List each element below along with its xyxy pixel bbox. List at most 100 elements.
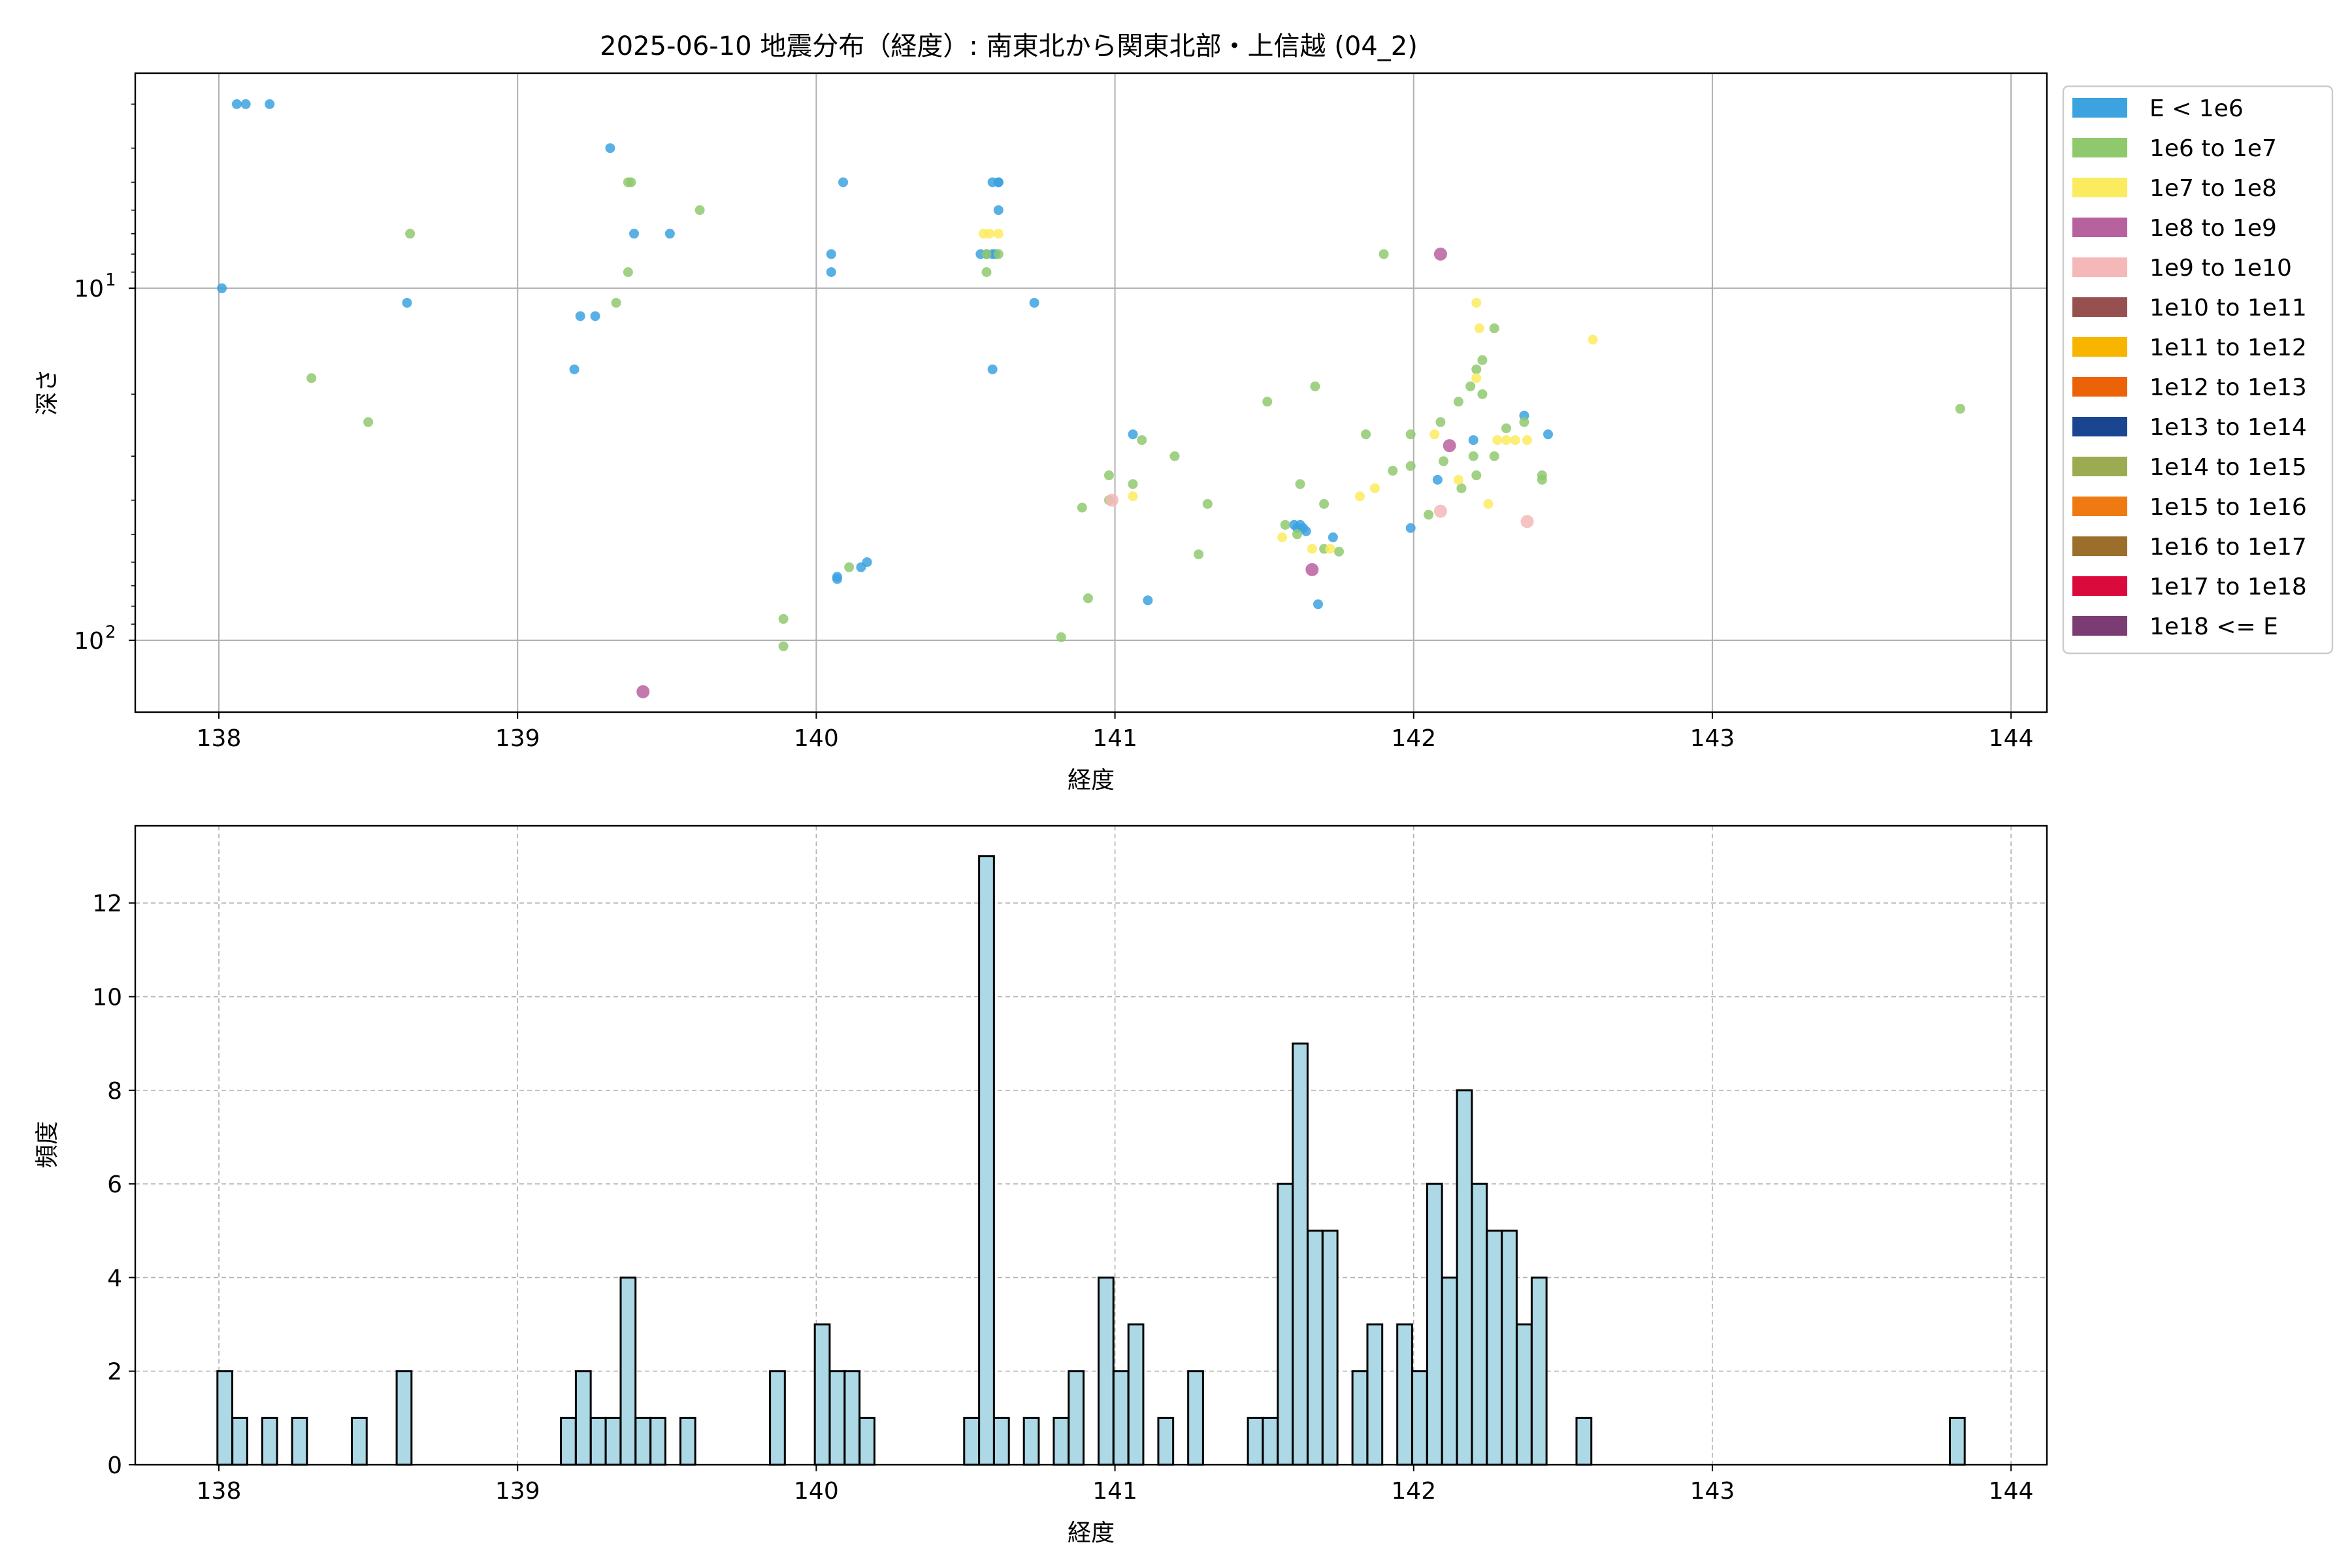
scatter-point bbox=[1262, 397, 1273, 407]
scatter-point bbox=[1456, 483, 1467, 493]
scatter-point bbox=[306, 373, 317, 384]
scatter-point bbox=[1405, 523, 1416, 533]
scatter-point bbox=[1955, 404, 1965, 414]
scatter-point bbox=[1588, 335, 1598, 345]
histogram-grid bbox=[135, 826, 2047, 1465]
histogram-bar bbox=[634, 1416, 652, 1466]
scatter-point bbox=[694, 205, 705, 216]
scatter-point bbox=[664, 229, 675, 239]
scatter-point bbox=[1489, 451, 1499, 461]
scatter-point bbox=[1369, 483, 1380, 493]
scatter-point bbox=[1471, 470, 1482, 481]
scatter-point bbox=[1194, 549, 1204, 559]
histogram-bar bbox=[828, 1370, 846, 1466]
scatter-point bbox=[1453, 397, 1463, 407]
scatter-point bbox=[1468, 435, 1478, 446]
scatter-point bbox=[1105, 493, 1119, 507]
legend-swatch bbox=[2072, 457, 2127, 476]
scatter-point bbox=[636, 685, 650, 698]
histogram-bar bbox=[963, 1416, 980, 1466]
scatter-point bbox=[1465, 381, 1476, 391]
histogram-ticks: 138 139 140 141 142 143 144 0 2 4 6 8 10 12 bbox=[92, 890, 2033, 1505]
scatter-point bbox=[985, 229, 995, 239]
scatter-point bbox=[1103, 470, 1114, 481]
histogram-bar bbox=[261, 1416, 278, 1466]
histogram-bar bbox=[351, 1416, 368, 1466]
histogram-bar bbox=[1501, 1230, 1518, 1466]
histogram-xtick-label: 138 bbox=[197, 1478, 242, 1505]
scatter-point bbox=[1435, 417, 1446, 427]
scatter-xtick-label: 140 bbox=[794, 725, 839, 752]
scatter-point bbox=[1305, 563, 1319, 576]
scatter-point bbox=[605, 143, 615, 154]
histogram-bar bbox=[291, 1416, 308, 1466]
scatter-point bbox=[569, 364, 580, 374]
legend-swatch bbox=[2072, 497, 2127, 516]
histogram-bar bbox=[574, 1370, 592, 1466]
histogram-bar bbox=[1948, 1416, 1966, 1466]
histogram-bar bbox=[1471, 1183, 1488, 1466]
histogram-bar bbox=[1530, 1276, 1548, 1466]
legend-label: 1e17 to 1e18 bbox=[2149, 574, 2307, 600]
legend-swatch bbox=[2072, 417, 2127, 436]
histogram-bar bbox=[978, 855, 995, 1466]
legend-swatch bbox=[2072, 98, 2127, 118]
scatter-ytick-label: 10 bbox=[74, 628, 104, 655]
scatter-point bbox=[838, 177, 849, 188]
scatter-point bbox=[1477, 355, 1488, 365]
histogram-bar bbox=[992, 1416, 1010, 1466]
histogram-frame bbox=[134, 825, 2048, 1466]
scatter-point bbox=[1501, 423, 1511, 434]
scatter-point bbox=[987, 364, 998, 374]
histogram-ytick-label: 10 bbox=[92, 985, 122, 1011]
legend-label: 1e12 to 1e13 bbox=[2149, 374, 2307, 401]
legend-swatch bbox=[2072, 536, 2127, 556]
scatter-point bbox=[1143, 595, 1153, 606]
histogram-panel: 138 139 140 141 142 143 144 0 2 4 6 8 10 12 経度 頻度 bbox=[34, 825, 2048, 1546]
scatter-points bbox=[217, 99, 1965, 698]
histogram-bar bbox=[649, 1416, 666, 1466]
scatter-point bbox=[1443, 439, 1456, 453]
scatter-point bbox=[1471, 364, 1482, 374]
scatter-point bbox=[1295, 479, 1305, 489]
histogram-bar bbox=[1157, 1416, 1175, 1466]
scatter-point bbox=[1519, 417, 1529, 427]
legend-box bbox=[2062, 85, 2334, 655]
scatter-point bbox=[1313, 599, 1323, 610]
histogram-bar bbox=[1127, 1323, 1145, 1466]
scatter-point bbox=[1537, 470, 1547, 481]
histogram-bar bbox=[1053, 1416, 1070, 1466]
legend-label: 1e8 to 1e9 bbox=[2149, 215, 2277, 242]
scatter-point bbox=[1379, 249, 1389, 259]
scatter-point bbox=[1522, 435, 1532, 446]
histogram-ytick-label: 4 bbox=[107, 1265, 122, 1292]
scatter-point bbox=[1433, 247, 1447, 261]
legend-label: 1e9 to 1e10 bbox=[2149, 255, 2292, 282]
scatter-point bbox=[1483, 498, 1494, 509]
scatter-point bbox=[1029, 297, 1039, 308]
scatter-ylabel: 深さ bbox=[34, 368, 61, 416]
figure-title: 2025-06-10 地震分布（経度）: 南東北から関東北部・上信越 (04_2… bbox=[600, 31, 1418, 61]
scatter-point bbox=[981, 267, 992, 277]
scatter-point bbox=[1128, 429, 1138, 440]
scatter-point bbox=[1169, 451, 1180, 461]
legend-swatch bbox=[2072, 616, 2127, 636]
legend-swatch bbox=[2072, 257, 2127, 277]
scatter-point bbox=[1328, 532, 1338, 542]
scatter-point bbox=[1453, 474, 1463, 485]
scatter-point bbox=[862, 557, 872, 567]
histogram-ytick-label: 0 bbox=[107, 1452, 122, 1479]
scatter-point bbox=[1405, 461, 1416, 471]
histogram-xlabel: 経度 bbox=[1068, 1520, 1115, 1546]
histogram-bar bbox=[769, 1370, 786, 1466]
legend-items: E < 1e6 1e6 to 1e7 1e7 to 1e8 1e8 to 1e9 1e9… bbox=[2072, 95, 2307, 640]
histogram-bar bbox=[619, 1276, 637, 1466]
scatter-point bbox=[1489, 323, 1499, 334]
scatter-point bbox=[1474, 323, 1484, 334]
legend-label: E < 1e6 bbox=[2149, 95, 2244, 122]
legend-swatch bbox=[2072, 337, 2127, 357]
histogram-bar bbox=[1247, 1416, 1264, 1466]
scatter-point bbox=[1325, 544, 1335, 554]
scatter-point bbox=[1333, 546, 1344, 557]
